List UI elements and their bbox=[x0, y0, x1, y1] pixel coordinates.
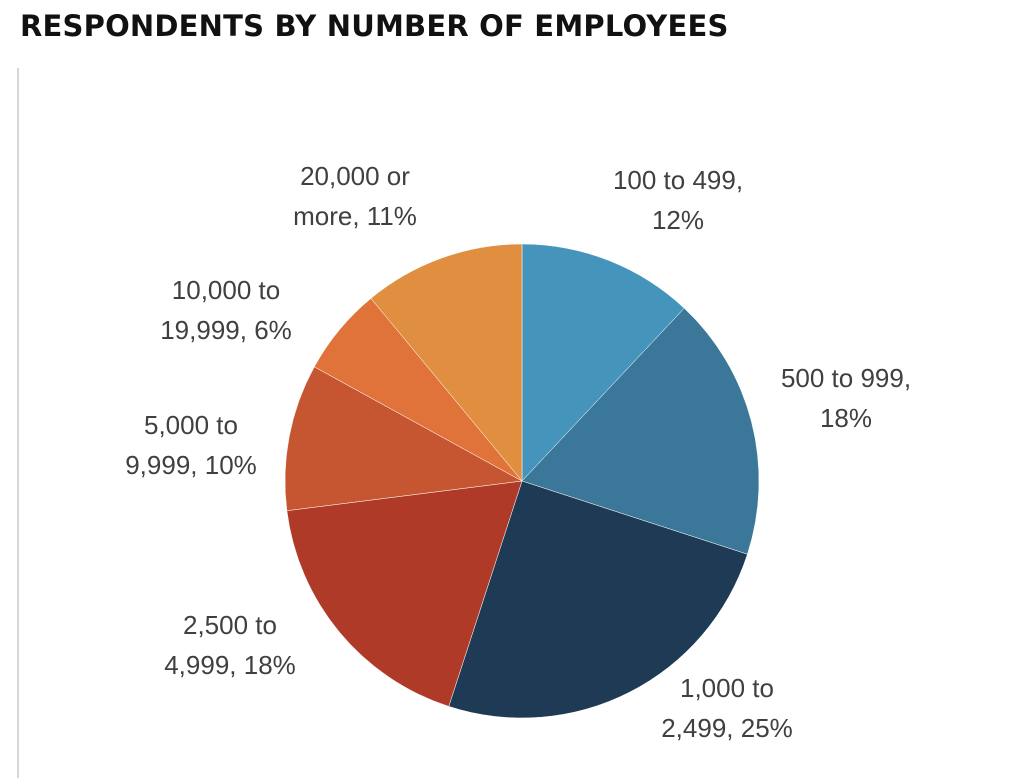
chart-frame-line bbox=[17, 68, 19, 778]
slice-label-line: 100 to 499, bbox=[613, 165, 743, 195]
slice-label-500-to-999: 500 to 999, 18% bbox=[781, 363, 911, 433]
slice-label-2-500-to-4-999: 2,500 to 4,999, 18% bbox=[164, 610, 296, 680]
pie-slice-5-000-to-9-999 bbox=[284, 366, 523, 511]
pie-slice-100-to-499 bbox=[521, 243, 685, 482]
slice-label-line: 12% bbox=[652, 205, 704, 235]
slice-label-line: 18% bbox=[820, 403, 872, 433]
slice-label-line: 5,000 to bbox=[144, 410, 238, 440]
slice-label-5-000-to-9-999: 5,000 to 9,999, 10% bbox=[125, 410, 257, 480]
slice-label-20-000-or-more: 20,000 or more, 11% bbox=[293, 161, 417, 231]
pie-slice-1-000-to-2-499 bbox=[448, 480, 748, 719]
slice-label-line: 1,000 to bbox=[680, 673, 774, 703]
chart-title: RESPONDENTS BY NUMBER OF EMPLOYEES bbox=[20, 9, 729, 43]
slice-label-line: 19,999, 6% bbox=[160, 315, 292, 345]
slice-label-line: 2,500 to bbox=[183, 610, 277, 640]
slice-label-1-000-to-2-499: 1,000 to 2,499, 25% bbox=[661, 673, 793, 743]
slice-label-line: 500 to 999, bbox=[781, 363, 911, 393]
pie-slice-500-to-999 bbox=[521, 307, 760, 555]
slice-label-10-000-to-19-999: 10,000 to 19,999, 6% bbox=[160, 275, 292, 345]
slice-label-line: 4,999, 18% bbox=[164, 650, 296, 680]
slice-label-100-to-499: 100 to 499, 12% bbox=[613, 165, 743, 235]
pie-slice-2-500-to-4-999 bbox=[286, 480, 523, 707]
pie-slice-20-000-or-more bbox=[370, 243, 523, 482]
slice-label-line: more, 11% bbox=[293, 201, 417, 231]
slice-label-line: 2,499, 25% bbox=[661, 713, 793, 743]
slice-label-line: 10,000 to bbox=[172, 275, 280, 305]
slice-label-line: 20,000 or bbox=[300, 161, 410, 191]
slice-label-line: 9,999, 10% bbox=[125, 450, 257, 480]
